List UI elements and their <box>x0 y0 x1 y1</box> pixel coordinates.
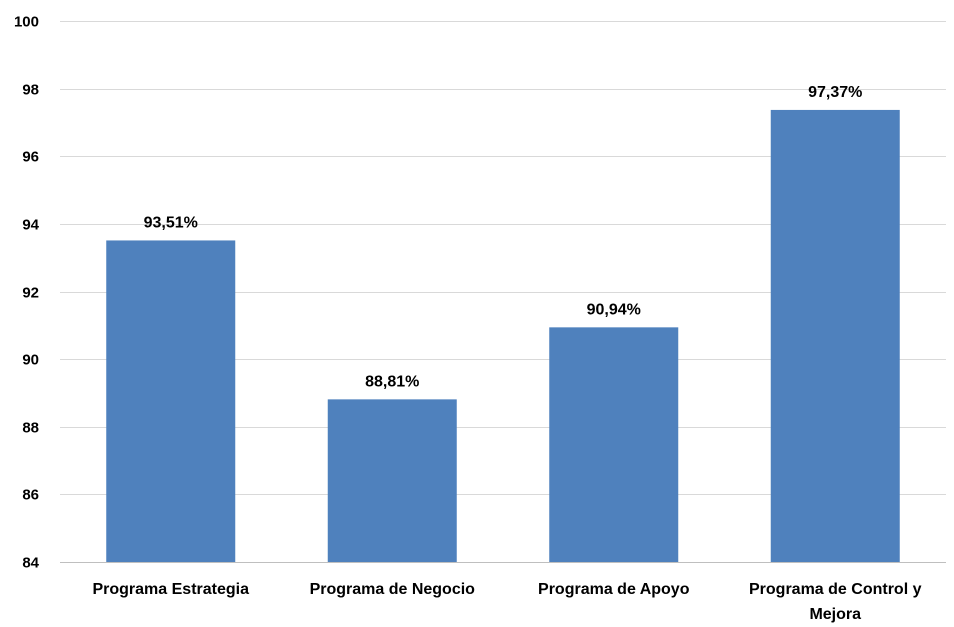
x-tick-label: Programa de Apoyo <box>538 581 690 598</box>
bar <box>770 109 900 562</box>
data-label: 90,94% <box>587 301 641 318</box>
labels: 84 86 88 90 92 94 96 98 100 93,51% Programa Estrat… <box>14 14 922 624</box>
bars <box>106 109 900 563</box>
y-tick-label: 94 <box>22 217 39 234</box>
bar <box>106 240 236 563</box>
y-tick-label: 98 <box>22 82 39 99</box>
y-tick-label: 84 <box>22 555 39 572</box>
data-label: 97,37% <box>808 84 862 101</box>
x-tick-label: Programa de Negocio <box>310 581 476 598</box>
y-tick-label: 86 <box>22 487 39 504</box>
x-tick-label: Programa Estrategia <box>92 581 249 598</box>
data-label: 88,81% <box>365 373 419 390</box>
x-tick-label: Mejora <box>809 606 861 623</box>
y-tick-label: 92 <box>22 285 39 302</box>
y-tick-label: 88 <box>22 420 39 437</box>
y-tick-label: 100 <box>14 14 39 31</box>
bar <box>549 327 679 562</box>
data-label: 93,51% <box>144 214 198 231</box>
x-tick-label: Programa de Control y <box>749 581 922 598</box>
y-tick-label: 90 <box>22 352 39 369</box>
y-tick-label: 96 <box>22 149 39 166</box>
bar <box>327 399 457 562</box>
